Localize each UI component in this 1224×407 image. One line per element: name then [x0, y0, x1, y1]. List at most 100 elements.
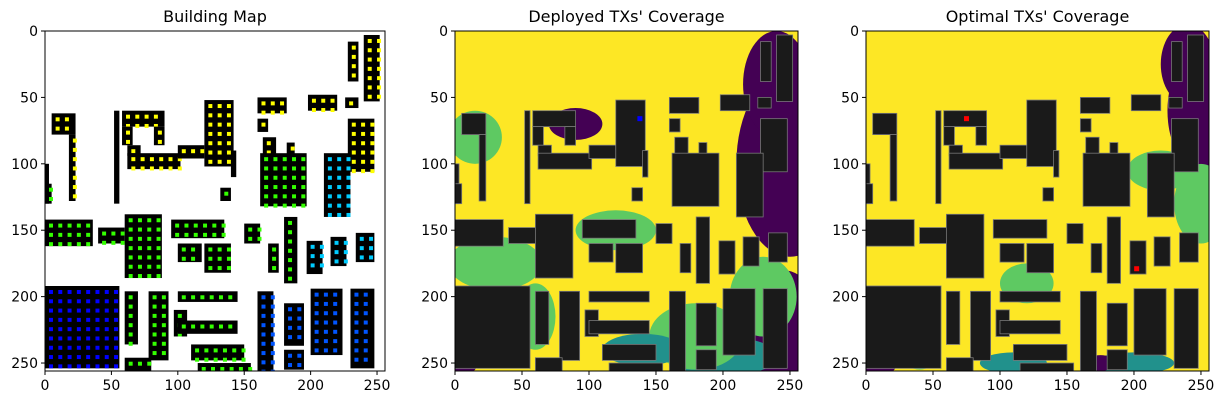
- y-tick-label-2-5: 250: [832, 356, 859, 372]
- building-marker: [314, 311, 319, 316]
- building-2-33: [1106, 216, 1121, 284]
- building-marker: [104, 345, 109, 350]
- building-marker: [72, 194, 77, 199]
- building-marker: [270, 295, 275, 300]
- building-marker: [156, 227, 161, 232]
- building-marker: [159, 157, 164, 162]
- building-1-26: [508, 227, 536, 244]
- building-marker: [152, 323, 157, 328]
- building-2-46: [1106, 302, 1128, 347]
- x-tick-label-0-1: 50: [102, 378, 120, 394]
- building-marker: [272, 266, 277, 271]
- building-marker: [310, 244, 315, 249]
- x-tick-label-0-0: 0: [41, 378, 50, 394]
- building-marker: [137, 264, 142, 269]
- tx-point-1-0: [637, 116, 643, 122]
- building-1-22: [776, 34, 794, 102]
- building-marker: [156, 274, 161, 279]
- building-marker: [343, 250, 348, 255]
- building-marker: [327, 185, 332, 190]
- building-marker: [191, 247, 196, 252]
- building-marker: [369, 246, 374, 251]
- building-marker: [152, 313, 157, 318]
- building-marker: [319, 263, 324, 268]
- building-marker: [152, 304, 157, 309]
- building-1-12: [642, 150, 649, 178]
- building-1: [51, 113, 76, 135]
- building-marker: [58, 336, 63, 341]
- building-marker: [301, 175, 306, 180]
- y-tick-label-1-4: 200: [421, 290, 448, 306]
- building-marker: [361, 169, 366, 174]
- building-marker: [261, 360, 266, 365]
- building-marker: [58, 345, 63, 350]
- building-marker: [147, 274, 152, 279]
- building-2-43: [1012, 344, 1068, 361]
- building-marker: [58, 299, 63, 304]
- building-marker: [114, 355, 119, 360]
- building-marker: [200, 149, 205, 154]
- building-marker: [261, 122, 266, 127]
- building-marker: [333, 301, 338, 306]
- y-tick-label-0-0: 0: [29, 24, 38, 40]
- building-marker: [58, 355, 63, 360]
- building-marker: [367, 76, 372, 81]
- building-marker: [95, 355, 100, 360]
- building-2-39: [970, 290, 992, 361]
- building-marker: [184, 232, 189, 237]
- y-tick-label-1-0: 0: [439, 24, 448, 40]
- building-1-7: [564, 126, 576, 146]
- building-2-11: [1026, 99, 1057, 167]
- building-marker: [226, 131, 231, 136]
- building-2-34: [1129, 240, 1147, 275]
- building-marker: [297, 335, 302, 340]
- building-marker: [311, 98, 316, 103]
- building-marker: [333, 292, 338, 297]
- building-marker: [58, 327, 63, 332]
- axes-frame-2: [865, 30, 1210, 372]
- building-marker: [217, 159, 222, 164]
- building-marker: [128, 304, 133, 309]
- building-1-29: [588, 243, 614, 263]
- tx-point-2-0: [963, 116, 969, 122]
- y-tick-label-2-0: 0: [850, 24, 859, 40]
- building-marker: [359, 246, 364, 251]
- building-2-18: [1082, 152, 1131, 207]
- building-marker: [137, 274, 142, 279]
- x-tick-label-2-4: 200: [1121, 378, 1148, 394]
- building-marker: [217, 104, 222, 109]
- building-marker: [217, 247, 222, 252]
- building-marker: [104, 327, 109, 332]
- building-marker: [120, 231, 125, 236]
- building-marker: [273, 157, 278, 162]
- building-marker: [218, 324, 223, 329]
- building-1-33: [695, 216, 710, 284]
- building-marker: [266, 150, 271, 155]
- building-marker: [337, 157, 342, 162]
- building-marker: [297, 316, 302, 321]
- building-marker: [95, 308, 100, 313]
- building-marker: [131, 166, 136, 171]
- building-2-6: [943, 126, 955, 146]
- building-2-42: [999, 320, 1061, 335]
- building-marker: [354, 348, 359, 353]
- building-marker: [76, 308, 81, 313]
- building-marker: [72, 175, 77, 180]
- building-marker: [363, 339, 368, 344]
- building-marker: [272, 247, 277, 252]
- building-marker: [226, 266, 231, 271]
- building-marker: [222, 357, 227, 362]
- building-marker: [217, 256, 222, 261]
- building-2-27: [945, 213, 985, 279]
- building-marker: [128, 341, 133, 346]
- building-2-32: [1090, 243, 1103, 274]
- y-tick-label-2-3: 150: [832, 223, 859, 239]
- building-marker: [333, 329, 338, 334]
- building-marker: [333, 339, 338, 344]
- building-2-31: [1066, 223, 1084, 244]
- building-2-25: [866, 219, 915, 247]
- building-marker: [248, 367, 253, 371]
- building-marker: [288, 239, 293, 244]
